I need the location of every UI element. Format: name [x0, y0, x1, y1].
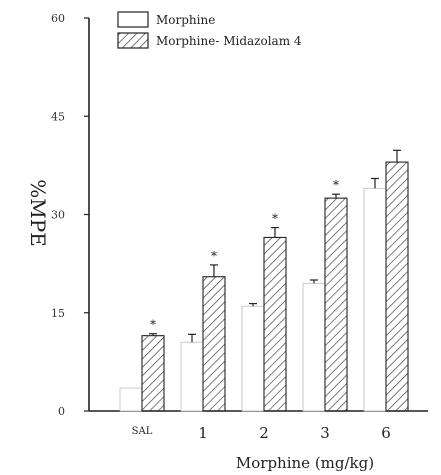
bar-morphine [180, 341, 204, 412]
y-tick-label: 15 [51, 307, 65, 320]
bar-morphine [241, 305, 265, 412]
legend-swatch-morphine-midazolam [117, 32, 149, 49]
x-tick-label: 1 [198, 424, 208, 442]
x-tick-label: SAL [132, 426, 153, 437]
legend-swatch-morphine [117, 11, 149, 28]
legend-label-morphine: Morphine [156, 13, 215, 27]
y-tick-label: 60 [51, 12, 65, 25]
bar-morphine-midazolam [263, 236, 287, 412]
legend-label-morphine-midazolam: Morphine- Midazolam 4 [156, 34, 302, 48]
tick-labels: 0 15 30 45 60 %MPE Morphine (mg/kg) * SAL * 1 * 2 * 3 6 [26, 12, 391, 472]
y-tick-label: 30 [51, 209, 65, 222]
significance-marker: * [211, 249, 217, 263]
bar-morphine [119, 387, 143, 412]
bar-morphine [302, 282, 326, 412]
y-tick-label: 45 [51, 110, 65, 123]
y-tick-label: 0 [58, 405, 65, 418]
bar-morphine-midazolam [202, 276, 226, 412]
x-tick-label: 3 [320, 424, 330, 442]
x-tick-label: 6 [381, 424, 391, 442]
y-axis-title: %MPE [26, 179, 50, 247]
x-axis-title: Morphine (mg/kg) [236, 454, 374, 472]
x-tick-label: 2 [259, 424, 269, 442]
bar-morphine-midazolam [324, 197, 348, 412]
significance-marker: * [333, 178, 339, 192]
legend: Morphine Morphine- Midazolam 4 [117, 11, 302, 49]
bar-morphine-midazolam [141, 335, 165, 412]
bar-morphine [363, 187, 387, 412]
bars [119, 149, 409, 412]
bar-morphine-midazolam [385, 161, 409, 412]
significance-marker: * [272, 212, 278, 226]
significance-marker: * [150, 318, 156, 332]
